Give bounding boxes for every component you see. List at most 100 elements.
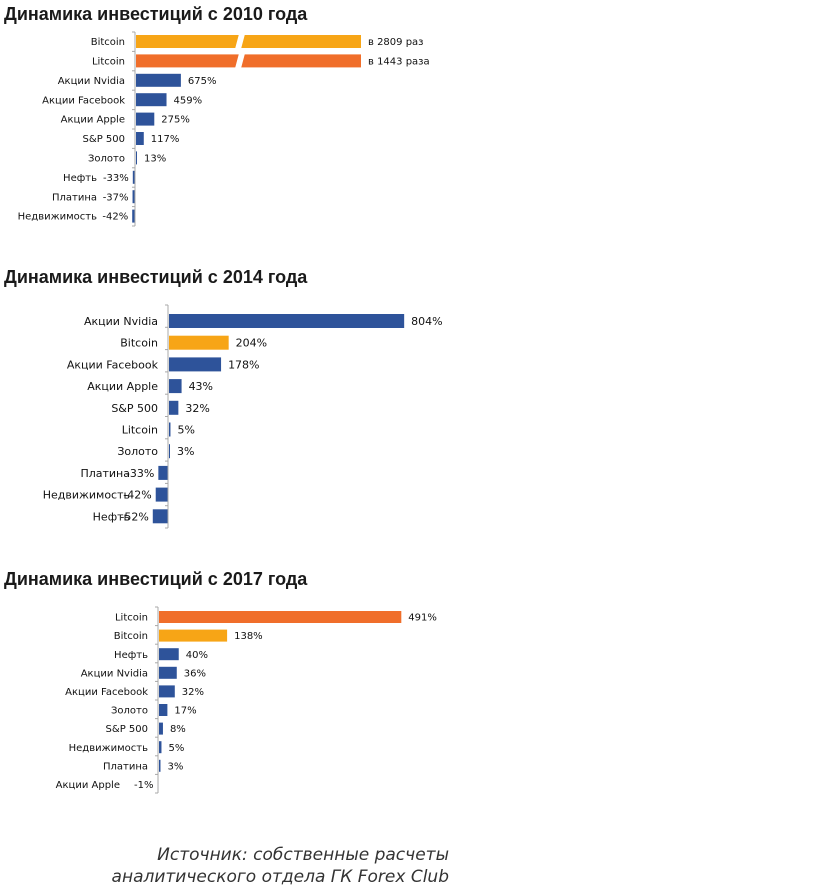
category-label-2017-5: Золото (111, 706, 148, 717)
chart-title-2017: Динамика инвестиций с 2017 года (4, 569, 308, 589)
bar-2014-6 (169, 444, 170, 459)
bar-break-2010-1 (235, 53, 245, 69)
value-label-2014-7: -33% (126, 467, 154, 480)
source-line-1: Источник: собственные расчеты (157, 845, 449, 865)
value-label-2017-2: 40% (186, 650, 208, 661)
category-label-2017-2: Нефть (114, 650, 148, 661)
value-label-2017-6: 8% (170, 724, 186, 735)
category-label-2014-6: Золото (117, 445, 158, 458)
bar-2017-6 (159, 722, 163, 735)
category-label-2010-8: Платина (52, 192, 97, 203)
bar-2010-6 (136, 151, 137, 165)
value-label-2014-3: 43% (189, 380, 213, 393)
bar-2017-7 (159, 741, 162, 754)
bar-2014-1 (169, 335, 229, 350)
category-label-2017-4: Акции Facebook (65, 687, 148, 698)
category-label-2017-9: Акции Apple (56, 780, 120, 791)
chart-title-2010: Динамика инвестиций с 2010 года (4, 4, 308, 24)
bar-2017-5 (159, 704, 168, 716)
value-label-2017-0: 491% (408, 613, 437, 624)
bar-2017-1 (159, 629, 228, 642)
bar-2010-7 (132, 170, 135, 184)
value-label-2017-1: 138% (234, 631, 263, 642)
bar-chart-2010: Bitcoin в 2809 раз Litcoin в 1443 раза Акции… (18, 31, 430, 227)
value-label-2010-3: 459% (174, 95, 203, 106)
bar-2010-9 (132, 209, 135, 223)
bar-2017-8 (159, 759, 161, 772)
category-label-2014-2: Акции Facebook (67, 358, 159, 371)
category-label-2010-1: Litcoin (92, 57, 125, 68)
value-label-2014-4: 32% (185, 402, 209, 415)
category-label-2017-3: Акции Nvidia (81, 668, 148, 679)
value-label-2010-6: 13% (144, 154, 166, 165)
value-label-2017-4: 32% (182, 687, 204, 698)
bar-2014-7 (158, 465, 168, 480)
value-label-2014-2: 178% (228, 358, 259, 371)
bar-2010-2 (136, 73, 181, 87)
category-label-2014-5: Litcoin (122, 423, 158, 436)
category-label-2010-2: Акции Nvidia (58, 76, 125, 87)
category-label-2017-7: Недвижимость (69, 743, 148, 754)
category-label-2017-8: Платина (103, 761, 148, 772)
value-label-2014-5: 5% (177, 423, 194, 436)
chart-title-2014: Динамика инвестиций с 2014 года (4, 267, 308, 287)
bar-chart-2014: Акции Nvidia 804% Bitcoin 204% Акции Faceboo… (43, 304, 443, 529)
value-label-2010-7: -33% (103, 173, 129, 184)
bar-2010-0 (136, 35, 361, 48)
value-label-2017-3: 36% (184, 668, 206, 679)
category-label-2014-1: Bitcoin (120, 337, 158, 350)
bar-2017-3 (159, 666, 177, 679)
category-label-2014-8: Недвижимость (43, 489, 130, 502)
bar-2010-8 (132, 190, 135, 204)
bar-2017-2 (159, 648, 179, 661)
category-label-2014-0: Акции Nvidia (84, 315, 158, 328)
category-label-2014-7: Платина (80, 467, 130, 480)
bar-2017-0 (159, 611, 402, 623)
value-label-2017-9: -1% (134, 780, 153, 791)
category-label-2014-9: Нефть (93, 510, 130, 523)
value-label-2010-5: 117% (151, 134, 180, 145)
value-label-2010-2: 675% (188, 76, 217, 87)
category-label-2010-3: Акции Facebook (42, 95, 125, 106)
value-label-2014-1: 204% (236, 337, 267, 350)
category-label-2010-5: S&P 500 (83, 134, 125, 145)
bar-2014-9 (152, 509, 168, 524)
value-label-2017-5: 17% (174, 706, 196, 717)
source-line-2: аналитического отдела ГК Forex Club (111, 867, 449, 888)
value-label-2010-9: -42% (102, 212, 128, 223)
bar-2010-3 (136, 93, 167, 107)
value-label-2010-1: в 1443 раза (368, 57, 430, 68)
category-label-2010-7: Нефть (63, 173, 97, 184)
category-label-2010-4: Акции Apple (61, 115, 125, 126)
value-label-2017-8: 3% (167, 761, 183, 772)
value-label-2014-6: 3% (177, 445, 194, 458)
bar-2014-4 (169, 400, 179, 415)
value-label-2010-4: 275% (161, 115, 190, 126)
bar-2014-8 (155, 487, 168, 502)
bar-2010-1 (136, 54, 361, 68)
category-label-2017-6: S&P 500 (106, 724, 148, 735)
category-label-2010-6: Золото (88, 154, 125, 165)
bar-2010-4 (136, 112, 155, 126)
value-label-2010-0: в 2809 раз (368, 37, 424, 48)
category-label-2014-3: Акции Apple (87, 380, 158, 393)
value-label-2010-8: -37% (103, 192, 129, 203)
value-label-2014-0: 804% (411, 315, 442, 328)
bar-break-2010-0 (235, 34, 245, 49)
source-note: Источник: собственные расчеты аналитичес… (112, 844, 449, 888)
value-label-2017-7: 5% (168, 743, 184, 754)
bar-2014-2 (169, 357, 222, 372)
bar-2017-4 (159, 685, 175, 698)
category-label-2010-0: Bitcoin (91, 37, 125, 48)
bar-chart-2017: Litcoin 491% Bitcoin 138% Нефть 40% Акции Nvid… (56, 606, 437, 794)
category-label-2017-1: Bitcoin (114, 631, 148, 642)
value-label-2014-8: -42% (123, 489, 151, 502)
bar-2014-3 (169, 379, 182, 394)
bar-2014-5 (169, 422, 171, 437)
category-label-2010-9: Недвижимость (18, 212, 97, 223)
value-label-2014-9: -52% (120, 510, 148, 523)
category-label-2014-4: S&P 500 (111, 402, 158, 415)
bar-2010-5 (136, 132, 144, 145)
category-label-2017-0: Litcoin (115, 613, 148, 624)
bar-2014-0 (169, 314, 405, 328)
